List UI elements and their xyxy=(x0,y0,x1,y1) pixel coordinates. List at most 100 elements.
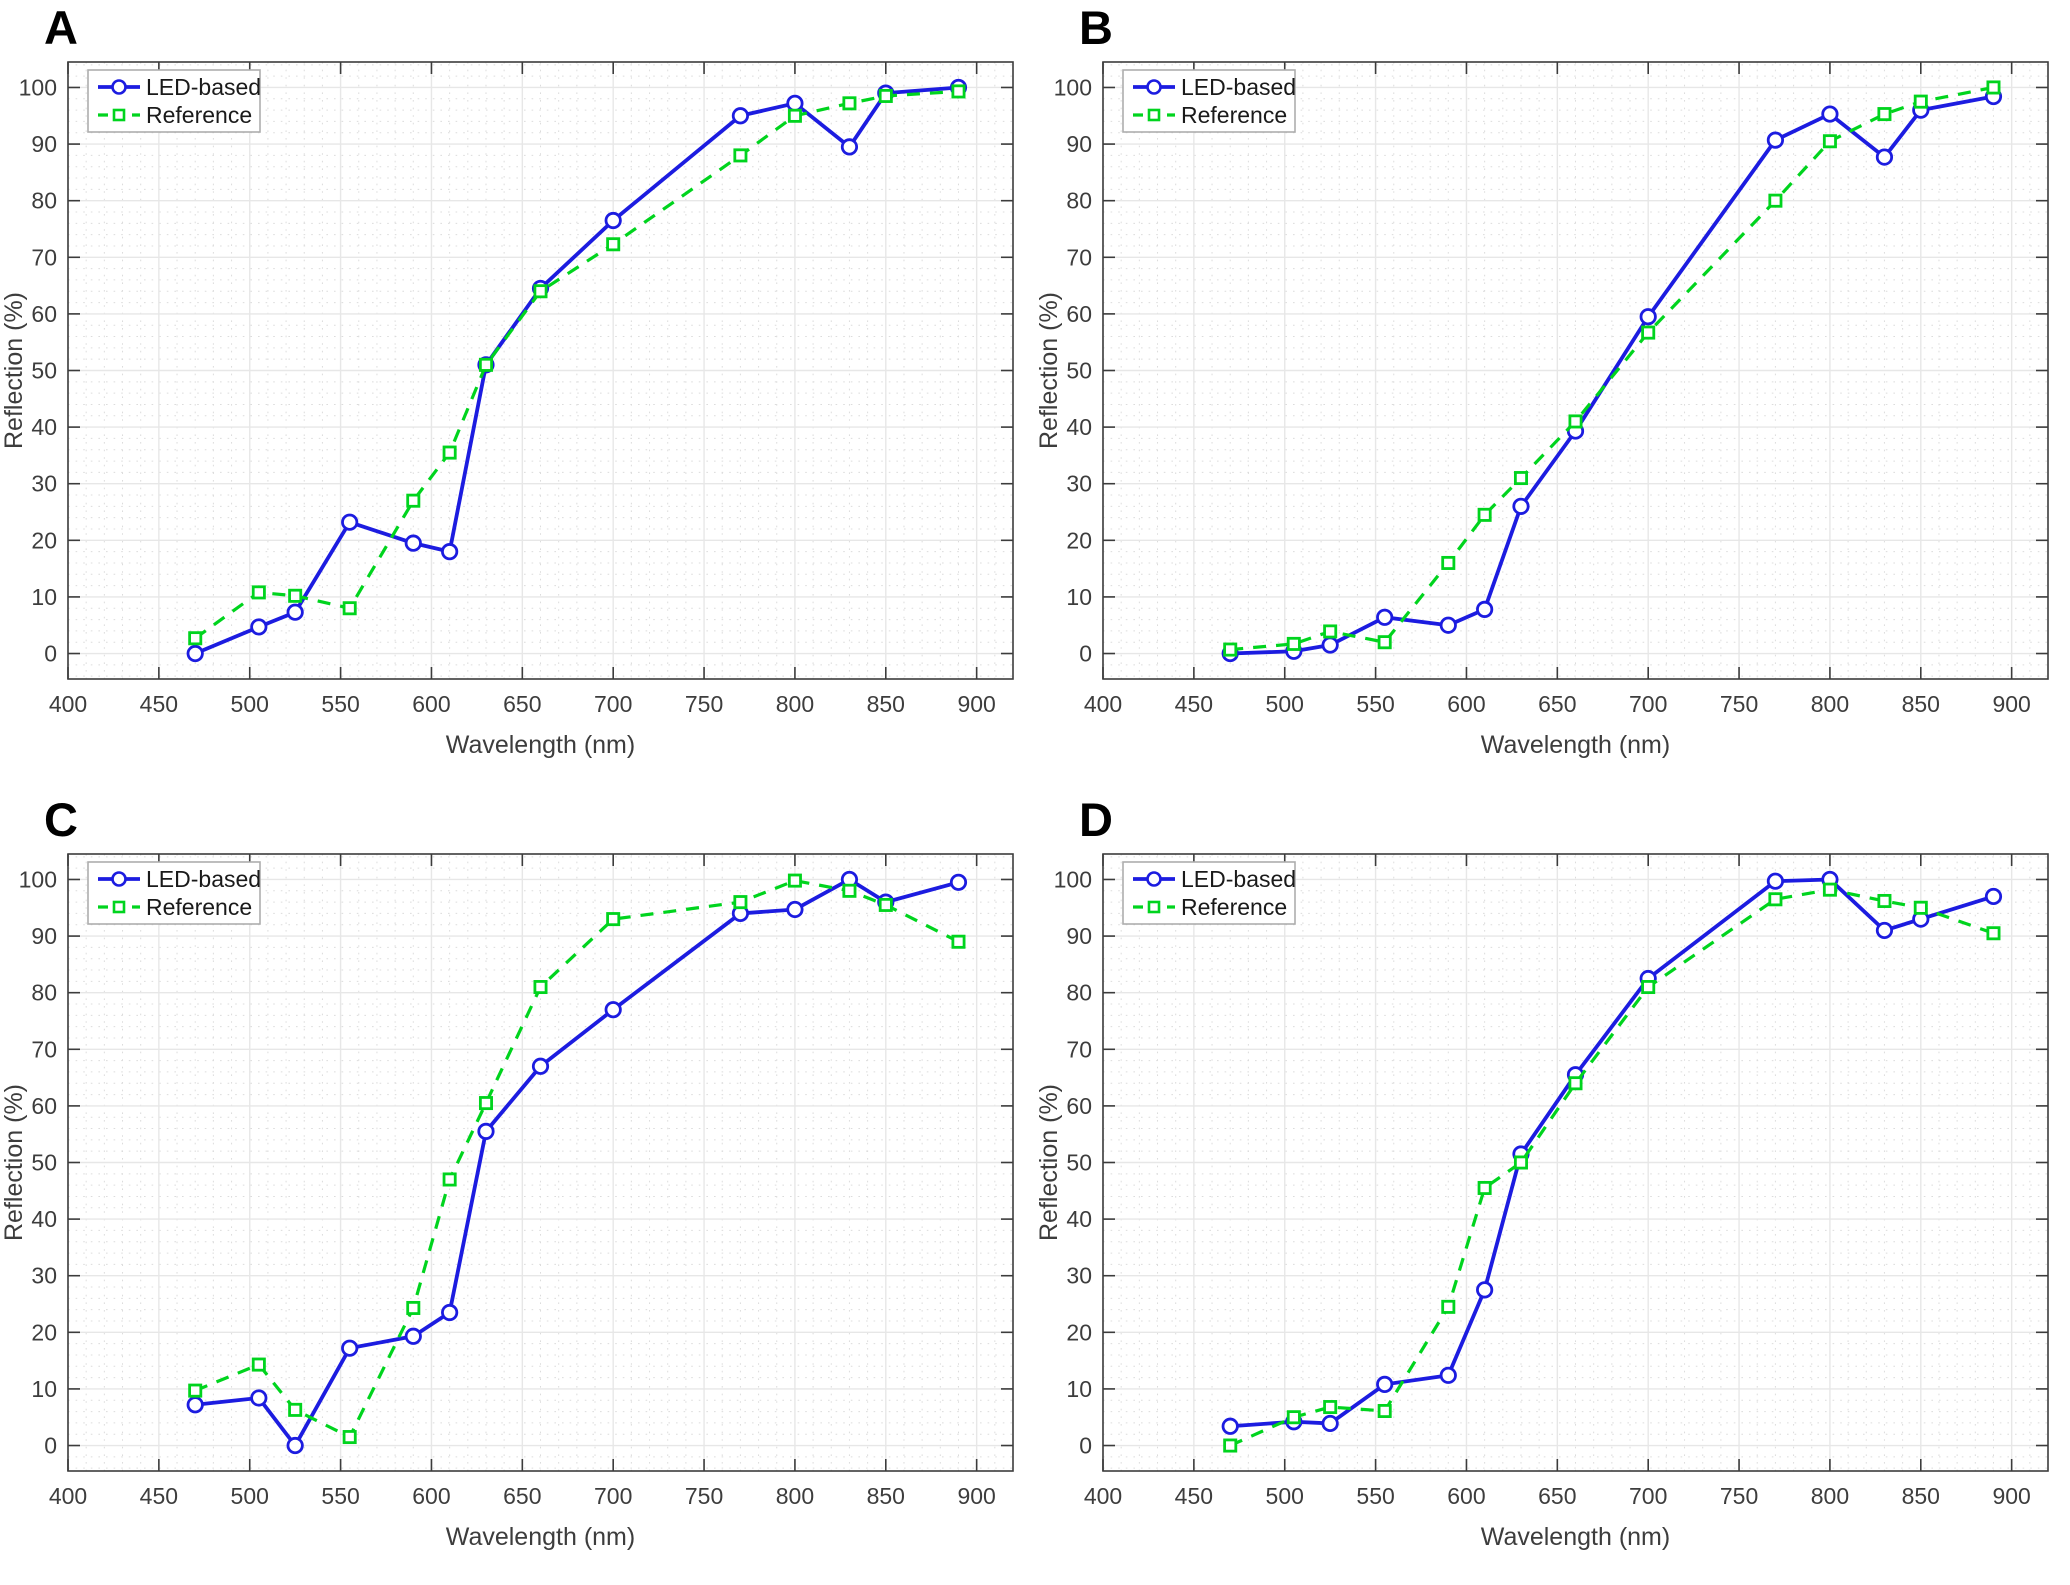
svg-text:650: 650 xyxy=(1538,691,1576,717)
legend-label-reference: Reference xyxy=(1181,102,1287,128)
svg-text:90: 90 xyxy=(31,131,57,157)
svg-text:650: 650 xyxy=(1538,1483,1576,1509)
svg-text:20: 20 xyxy=(31,1319,57,1345)
svg-text:10: 10 xyxy=(1066,584,1092,610)
svg-text:550: 550 xyxy=(1356,691,1394,717)
x-axis-label: Wavelength (nm) xyxy=(446,731,635,759)
svg-text:900: 900 xyxy=(1992,691,2030,717)
svg-text:50: 50 xyxy=(31,1150,57,1176)
x-axis-label: Wavelength (nm) xyxy=(446,1523,635,1551)
svg-text:550: 550 xyxy=(321,1483,359,1509)
svg-text:80: 80 xyxy=(1066,188,1092,214)
svg-text:400: 400 xyxy=(1084,691,1122,717)
svg-text:850: 850 xyxy=(867,691,905,717)
svg-text:30: 30 xyxy=(31,471,57,497)
svg-text:100: 100 xyxy=(1054,866,1092,892)
y-tick-labels: 0 10 20 30 40 50 60 70 80 90 100 xyxy=(1054,866,1092,1458)
svg-text:450: 450 xyxy=(140,691,178,717)
svg-text:100: 100 xyxy=(19,866,57,892)
svg-text:10: 10 xyxy=(31,584,57,610)
series-reference xyxy=(1223,80,2001,657)
svg-text:40: 40 xyxy=(1066,1206,1092,1232)
panel-a-title: A xyxy=(44,1,79,54)
minor-grid xyxy=(1103,854,2048,1471)
panel-b: 400 450 500 550 600 650 700 750 800 850 900 0 10 20 30… xyxy=(1035,0,2070,792)
svg-text:850: 850 xyxy=(1902,691,1940,717)
svg-text:750: 750 xyxy=(685,1483,723,1509)
svg-text:70: 70 xyxy=(1066,1036,1092,1062)
svg-text:70: 70 xyxy=(1066,244,1092,270)
x-tick-labels: 400 450 500 550 600 650 700 750 800 850 900 xyxy=(49,691,996,717)
x-axis-label: Wavelength (nm) xyxy=(1481,1523,1670,1551)
svg-text:70: 70 xyxy=(31,244,57,270)
legend-label-led-based: LED-based xyxy=(146,74,261,100)
svg-text:550: 550 xyxy=(1356,1483,1394,1509)
svg-text:650: 650 xyxy=(503,1483,541,1509)
svg-text:500: 500 xyxy=(1266,1483,1304,1509)
x-tick-labels: 400 450 500 550 600 650 700 750 800 850 900 xyxy=(49,1483,996,1509)
svg-text:850: 850 xyxy=(867,1483,905,1509)
legend-label-reference: Reference xyxy=(1181,894,1287,920)
svg-text:90: 90 xyxy=(31,923,57,949)
svg-text:400: 400 xyxy=(1084,1483,1122,1509)
y-axis-label: Reflection (%) xyxy=(0,1084,28,1241)
svg-text:750: 750 xyxy=(1720,691,1758,717)
panel-b-title: B xyxy=(1079,1,1114,54)
legend-label-led-based: LED-based xyxy=(146,866,261,892)
series-led-based xyxy=(186,870,968,1455)
svg-text:60: 60 xyxy=(31,301,57,327)
x-axis-label: Wavelength (nm) xyxy=(1481,731,1670,759)
svg-text:50: 50 xyxy=(31,358,57,384)
svg-text:0: 0 xyxy=(44,1433,57,1459)
svg-text:450: 450 xyxy=(1175,691,1213,717)
panel-d: 400 450 500 550 600 650 700 750 800 850 900 0 10 20 30… xyxy=(1035,792,2070,1585)
svg-text:500: 500 xyxy=(231,1483,269,1509)
svg-text:600: 600 xyxy=(412,691,450,717)
svg-text:0: 0 xyxy=(1079,1433,1092,1459)
panel-c: 400 450 500 550 600 650 700 750 800 850 900 0 10 20 30… xyxy=(0,792,1035,1585)
legend-label-led-based: LED-based xyxy=(1181,74,1296,100)
svg-text:900: 900 xyxy=(1992,1483,2030,1509)
legend-label-reference: Reference xyxy=(146,894,252,920)
svg-text:60: 60 xyxy=(31,1093,57,1119)
svg-text:20: 20 xyxy=(31,527,57,553)
svg-text:40: 40 xyxy=(1066,414,1092,440)
x-tick-labels: 400 450 500 550 600 650 700 750 800 850 900 xyxy=(1084,1483,2031,1509)
panel-a: 400 450 500 550 600 650 700 750 800 850 900 0 10 20 30… xyxy=(0,0,1035,792)
svg-text:400: 400 xyxy=(49,691,87,717)
series-reference xyxy=(188,84,966,646)
svg-text:800: 800 xyxy=(776,1483,814,1509)
svg-text:80: 80 xyxy=(1066,980,1092,1006)
svg-text:90: 90 xyxy=(1066,131,1092,157)
svg-text:70: 70 xyxy=(31,1036,57,1062)
y-axis-label: Reflection (%) xyxy=(1035,292,1063,449)
svg-text:20: 20 xyxy=(1066,527,1092,553)
svg-text:10: 10 xyxy=(1066,1376,1092,1402)
svg-text:500: 500 xyxy=(1266,691,1304,717)
svg-text:800: 800 xyxy=(1811,1483,1849,1509)
svg-text:900: 900 xyxy=(957,1483,995,1509)
major-grid xyxy=(1102,854,2048,1471)
chart-d: 400 450 500 550 600 650 700 750 800 850 900 0 10 20 30… xyxy=(1035,792,2070,1585)
svg-text:0: 0 xyxy=(44,641,57,667)
svg-text:60: 60 xyxy=(1066,301,1092,327)
svg-text:400: 400 xyxy=(49,1483,87,1509)
y-tick-labels: 0 10 20 30 40 50 60 70 80 90 100 xyxy=(19,866,57,1458)
svg-text:800: 800 xyxy=(776,691,814,717)
svg-text:700: 700 xyxy=(1629,1483,1667,1509)
svg-text:750: 750 xyxy=(685,691,723,717)
svg-text:20: 20 xyxy=(1066,1319,1092,1345)
svg-text:700: 700 xyxy=(1629,691,1667,717)
svg-text:30: 30 xyxy=(31,1263,57,1289)
svg-text:600: 600 xyxy=(412,1483,450,1509)
svg-text:900: 900 xyxy=(957,691,995,717)
panel-d-title: D xyxy=(1079,793,1114,846)
svg-text:600: 600 xyxy=(1447,691,1485,717)
svg-text:650: 650 xyxy=(503,691,541,717)
svg-text:850: 850 xyxy=(1902,1483,1940,1509)
chart-c: 400 450 500 550 600 650 700 750 800 850 900 0 10 20 30… xyxy=(0,792,1035,1585)
svg-text:40: 40 xyxy=(31,1206,57,1232)
